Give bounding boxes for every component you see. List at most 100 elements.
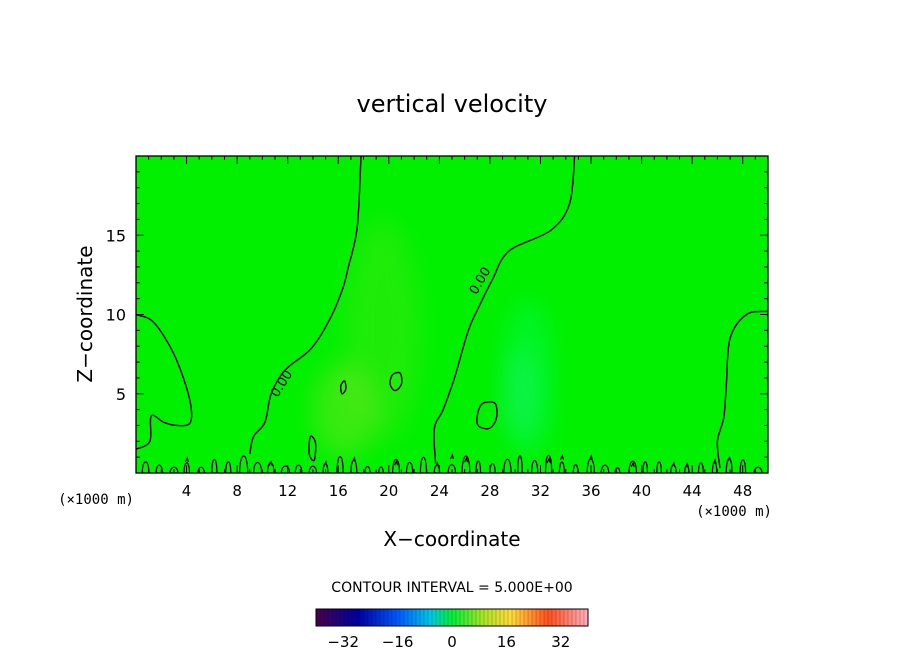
x-tick-label: 36	[581, 482, 600, 500]
x-axis-label: X−coordinate	[383, 527, 520, 551]
colorbar-cell	[568, 609, 573, 626]
colorbar-cell	[352, 609, 357, 626]
colorbar-cell	[556, 609, 561, 626]
contour-layer	[136, 156, 768, 473]
colorbar-tick-label: −16	[382, 633, 414, 651]
colorbar: −32 −16 0 16 32	[315, 608, 589, 651]
zero-contour-3	[716, 310, 768, 469]
colorbar-cell	[388, 609, 393, 626]
y-tick-label: 15	[106, 226, 126, 245]
colorbar-cell	[576, 609, 581, 626]
colorbar-cell	[492, 609, 497, 626]
closed-contour-0	[339, 380, 347, 395]
x-tick-label: 28	[480, 482, 499, 500]
colorbar-cell	[548, 609, 553, 626]
chart-title: vertical velocity	[357, 90, 548, 118]
colorbar-cell	[504, 609, 509, 626]
zero-contour-0	[136, 313, 193, 450]
x-tick-label: 8	[232, 482, 242, 500]
colorbar-cell	[332, 609, 337, 626]
colorbar-cell	[456, 609, 461, 626]
colorbar-cell	[448, 609, 453, 626]
colorbar-cell	[520, 609, 525, 626]
colorbar-cell	[564, 609, 569, 626]
colorbar-cell	[320, 609, 325, 626]
colorbar-cell	[324, 609, 329, 626]
colorbar-cell	[364, 609, 369, 626]
colorbar-cell	[372, 609, 377, 626]
colorbar-cell	[460, 609, 465, 626]
colorbar-cell	[440, 609, 445, 626]
colorbar-cell	[360, 609, 365, 626]
colorbar-tick-label: 32	[551, 633, 570, 651]
colorbar-cell	[532, 609, 537, 626]
closed-contour-3	[308, 435, 317, 462]
colorbar-cell	[392, 609, 397, 626]
closed-contour-2	[476, 401, 498, 430]
colorbar-tick-label: −32	[327, 633, 359, 651]
zero-contour-2	[433, 156, 576, 464]
x-tick-label: 4	[182, 482, 192, 500]
colorbar-frame	[315, 608, 589, 627]
colorbar-cell	[540, 609, 545, 626]
colorbar-cell	[344, 609, 349, 626]
colorbar-cell	[480, 609, 485, 626]
colorbar-tick-label: 0	[447, 633, 457, 651]
x-tick-label: 44	[683, 482, 702, 500]
colorbar-cell	[500, 609, 505, 626]
x-tick-label: 12	[278, 482, 297, 500]
colorbar-tick-label: 16	[497, 633, 516, 651]
colorbar-cell	[444, 609, 449, 626]
colorbar-cell	[572, 609, 577, 626]
x-units-right: (×1000 m)	[696, 504, 772, 520]
colorbar-cell	[408, 609, 413, 626]
zero-contour-1	[249, 156, 362, 455]
colorbar-cell	[512, 609, 517, 626]
colorbar-cell	[536, 609, 541, 626]
x-tick-label: 48	[733, 482, 752, 500]
colorbar-cell	[340, 609, 345, 626]
colorbar-cell	[524, 609, 529, 626]
colorbar-cell	[368, 609, 373, 626]
colorbar-cell	[560, 609, 565, 626]
colorbar-cell	[384, 609, 389, 626]
field-layer	[136, 156, 768, 473]
contour-interval-text: CONTOUR INTERVAL = 5.000E+00	[331, 580, 572, 596]
y-tick-label: 5	[116, 385, 126, 404]
colorbar-cell	[404, 609, 409, 626]
colorbar-cell	[336, 609, 341, 626]
colorbar-cell	[488, 609, 493, 626]
colorbar-cell	[416, 609, 421, 626]
colorbar-cell	[528, 609, 533, 626]
x-tick-label: 32	[531, 482, 550, 500]
colorbar-cell	[468, 609, 473, 626]
y-axis-label: Z−coordinate	[73, 245, 97, 382]
field-blob-1	[312, 362, 377, 458]
colorbar-cell	[348, 609, 353, 626]
colorbar-cell	[420, 609, 425, 626]
colorbar-cell	[356, 609, 361, 626]
x-tick-label: 40	[632, 482, 651, 500]
colorbar-cell	[552, 609, 557, 626]
colorbar-cell	[476, 609, 481, 626]
x-tick-label: 20	[379, 482, 398, 500]
colorbar-cell	[516, 609, 521, 626]
colorbar-cell	[464, 609, 469, 626]
colorbar-cell	[380, 609, 385, 626]
colorbar-cell	[428, 609, 433, 626]
colorbar-cell	[544, 609, 549, 626]
closed-contour-1	[389, 371, 403, 392]
colorbar-cell	[316, 609, 321, 626]
colorbar-cell	[436, 609, 441, 626]
surface-contours	[141, 453, 763, 473]
x-units-left: (×1000 m)	[58, 492, 134, 508]
x-tick-label: 16	[329, 482, 348, 500]
colorbar-cell	[584, 609, 589, 626]
y-tick-label: 10	[106, 306, 126, 325]
x-tick-label: 24	[430, 482, 449, 500]
colorbar-cell	[328, 609, 333, 626]
colorbar-cell	[376, 609, 381, 626]
colorbar-cell	[484, 609, 489, 626]
colorbar-cell	[508, 609, 513, 626]
